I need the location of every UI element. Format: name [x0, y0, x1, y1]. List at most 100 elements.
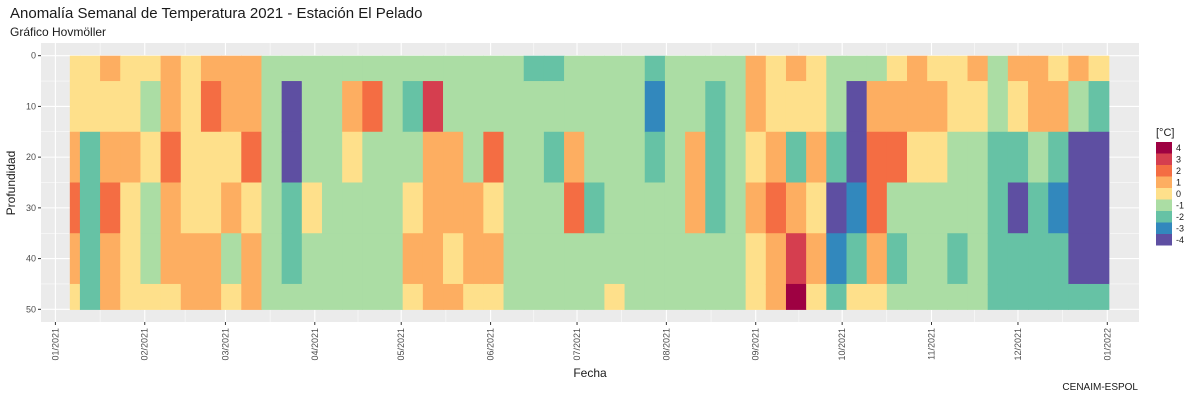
heatmap-cell [362, 283, 384, 310]
heatmap-cell [160, 81, 182, 133]
heatmap-cell [927, 81, 948, 133]
heatmap-cell [362, 182, 384, 234]
heatmap-cell [200, 131, 222, 184]
heatmap-cell [927, 131, 948, 184]
heatmap-cell [382, 131, 404, 184]
x-tick-label: 01/2021 [50, 328, 60, 361]
heatmap-cell [160, 131, 182, 184]
legend-label: -1 [1176, 200, 1184, 210]
heatmap-cell [987, 283, 1009, 310]
heatmap-cell [664, 182, 686, 234]
heatmap-cell [301, 55, 323, 82]
heatmap-cell [967, 55, 989, 82]
heatmap-cell [402, 81, 424, 133]
heatmap-cell [745, 55, 767, 82]
heatmap-cell [382, 283, 404, 310]
y-tick-label: 40 [26, 254, 36, 264]
heatmap-cell [644, 81, 666, 133]
heatmap-cell [745, 283, 767, 310]
heatmap-cell [79, 131, 101, 184]
heatmap-cell [100, 55, 121, 82]
heatmap-cell [846, 233, 868, 285]
heatmap-cell [927, 182, 948, 234]
heatmap-cell [382, 233, 404, 285]
heatmap-cell [806, 283, 827, 310]
heatmap-cell [100, 81, 121, 133]
heatmap-cell [483, 283, 505, 310]
heatmap-cell [342, 81, 363, 133]
heatmap-cell [846, 283, 868, 310]
heatmap-cell [382, 182, 404, 234]
heatmap-cell [120, 182, 142, 234]
heatmap-cell [765, 81, 787, 133]
heatmap-cell [1007, 182, 1029, 234]
heatmap-cell [422, 233, 444, 285]
heatmap-cell [1048, 81, 1069, 133]
heatmap-cell [200, 81, 222, 133]
heatmap-cell [907, 182, 928, 234]
heatmap-cell [140, 182, 162, 234]
heatmap-cell [543, 182, 565, 234]
heatmap-cell [584, 233, 606, 285]
heatmap-cell [725, 131, 747, 184]
heatmap-cell [1088, 81, 1110, 133]
heatmap-cell [644, 283, 666, 310]
heatmap-cell [584, 131, 606, 184]
heatmap-cell [685, 81, 706, 133]
heatmap-cell [342, 233, 363, 285]
heatmap-cell [503, 55, 525, 82]
heatmap-cell [765, 233, 787, 285]
heatmap-cell [1068, 233, 1090, 285]
heatmap-cell [967, 233, 989, 285]
x-tick-label: 11/2021 [927, 328, 937, 360]
heatmap-cell [907, 81, 928, 133]
heatmap-cell [1068, 131, 1090, 184]
heatmap-cell [463, 55, 484, 82]
heatmap-cell [886, 182, 908, 234]
heatmap-cell [685, 182, 706, 234]
heatmap-cell [463, 182, 484, 234]
y-tick-label: 20 [26, 152, 36, 162]
heatmap-cell [221, 233, 242, 285]
heatmap-cell [443, 283, 464, 310]
heatmap-cell [745, 81, 767, 133]
heatmap-cell [221, 131, 242, 184]
heatmap-cell [846, 131, 868, 184]
heatmap-cell [261, 131, 283, 184]
heatmap-cell [140, 233, 162, 285]
heatmap-cell [644, 182, 666, 234]
x-tick-label: 02/2021 [140, 328, 150, 361]
heatmap-cell [100, 131, 121, 184]
x-tick-label: 05/2021 [396, 328, 406, 361]
heatmap-cell [1007, 131, 1029, 184]
heatmap-cell [826, 233, 848, 285]
heatmap-cell [564, 283, 585, 310]
heatmap-cell [523, 55, 545, 82]
heatmap-cell [785, 131, 807, 184]
heatmap-cell [523, 182, 545, 234]
heatmap-cell [241, 81, 263, 133]
chart-caption: CENAIM-ESPOL [1062, 382, 1138, 393]
heatmap-cell [140, 283, 162, 310]
heatmap-cell [362, 81, 384, 133]
heatmap-cell [1028, 81, 1049, 133]
heatmap-cell [483, 81, 505, 133]
heatmap-cell [301, 283, 323, 310]
heatmap-cell [907, 233, 928, 285]
heatmap-cell [745, 182, 767, 234]
heatmap-cell [362, 131, 384, 184]
heatmap-cell [140, 55, 162, 82]
heatmap-cell [180, 55, 202, 82]
x-tick-label: 04/2021 [310, 328, 320, 361]
heatmap-cell [321, 283, 343, 310]
heatmap-cell [281, 81, 303, 133]
heatmap-cell [1068, 182, 1090, 234]
legend-label: -3 [1176, 223, 1184, 233]
heatmap-cell [685, 55, 706, 82]
y-axis-title: Profundidad [4, 151, 18, 216]
heatmap-cell [483, 233, 505, 285]
heatmap-cell [967, 283, 989, 310]
heatmap-cell [342, 55, 363, 82]
y-axis: 0 10 20 30 40 50 [26, 51, 41, 314]
x-axis: 01/2021 02/2021 03/2021 04/2021 05/2021 06/20… [50, 322, 1112, 361]
